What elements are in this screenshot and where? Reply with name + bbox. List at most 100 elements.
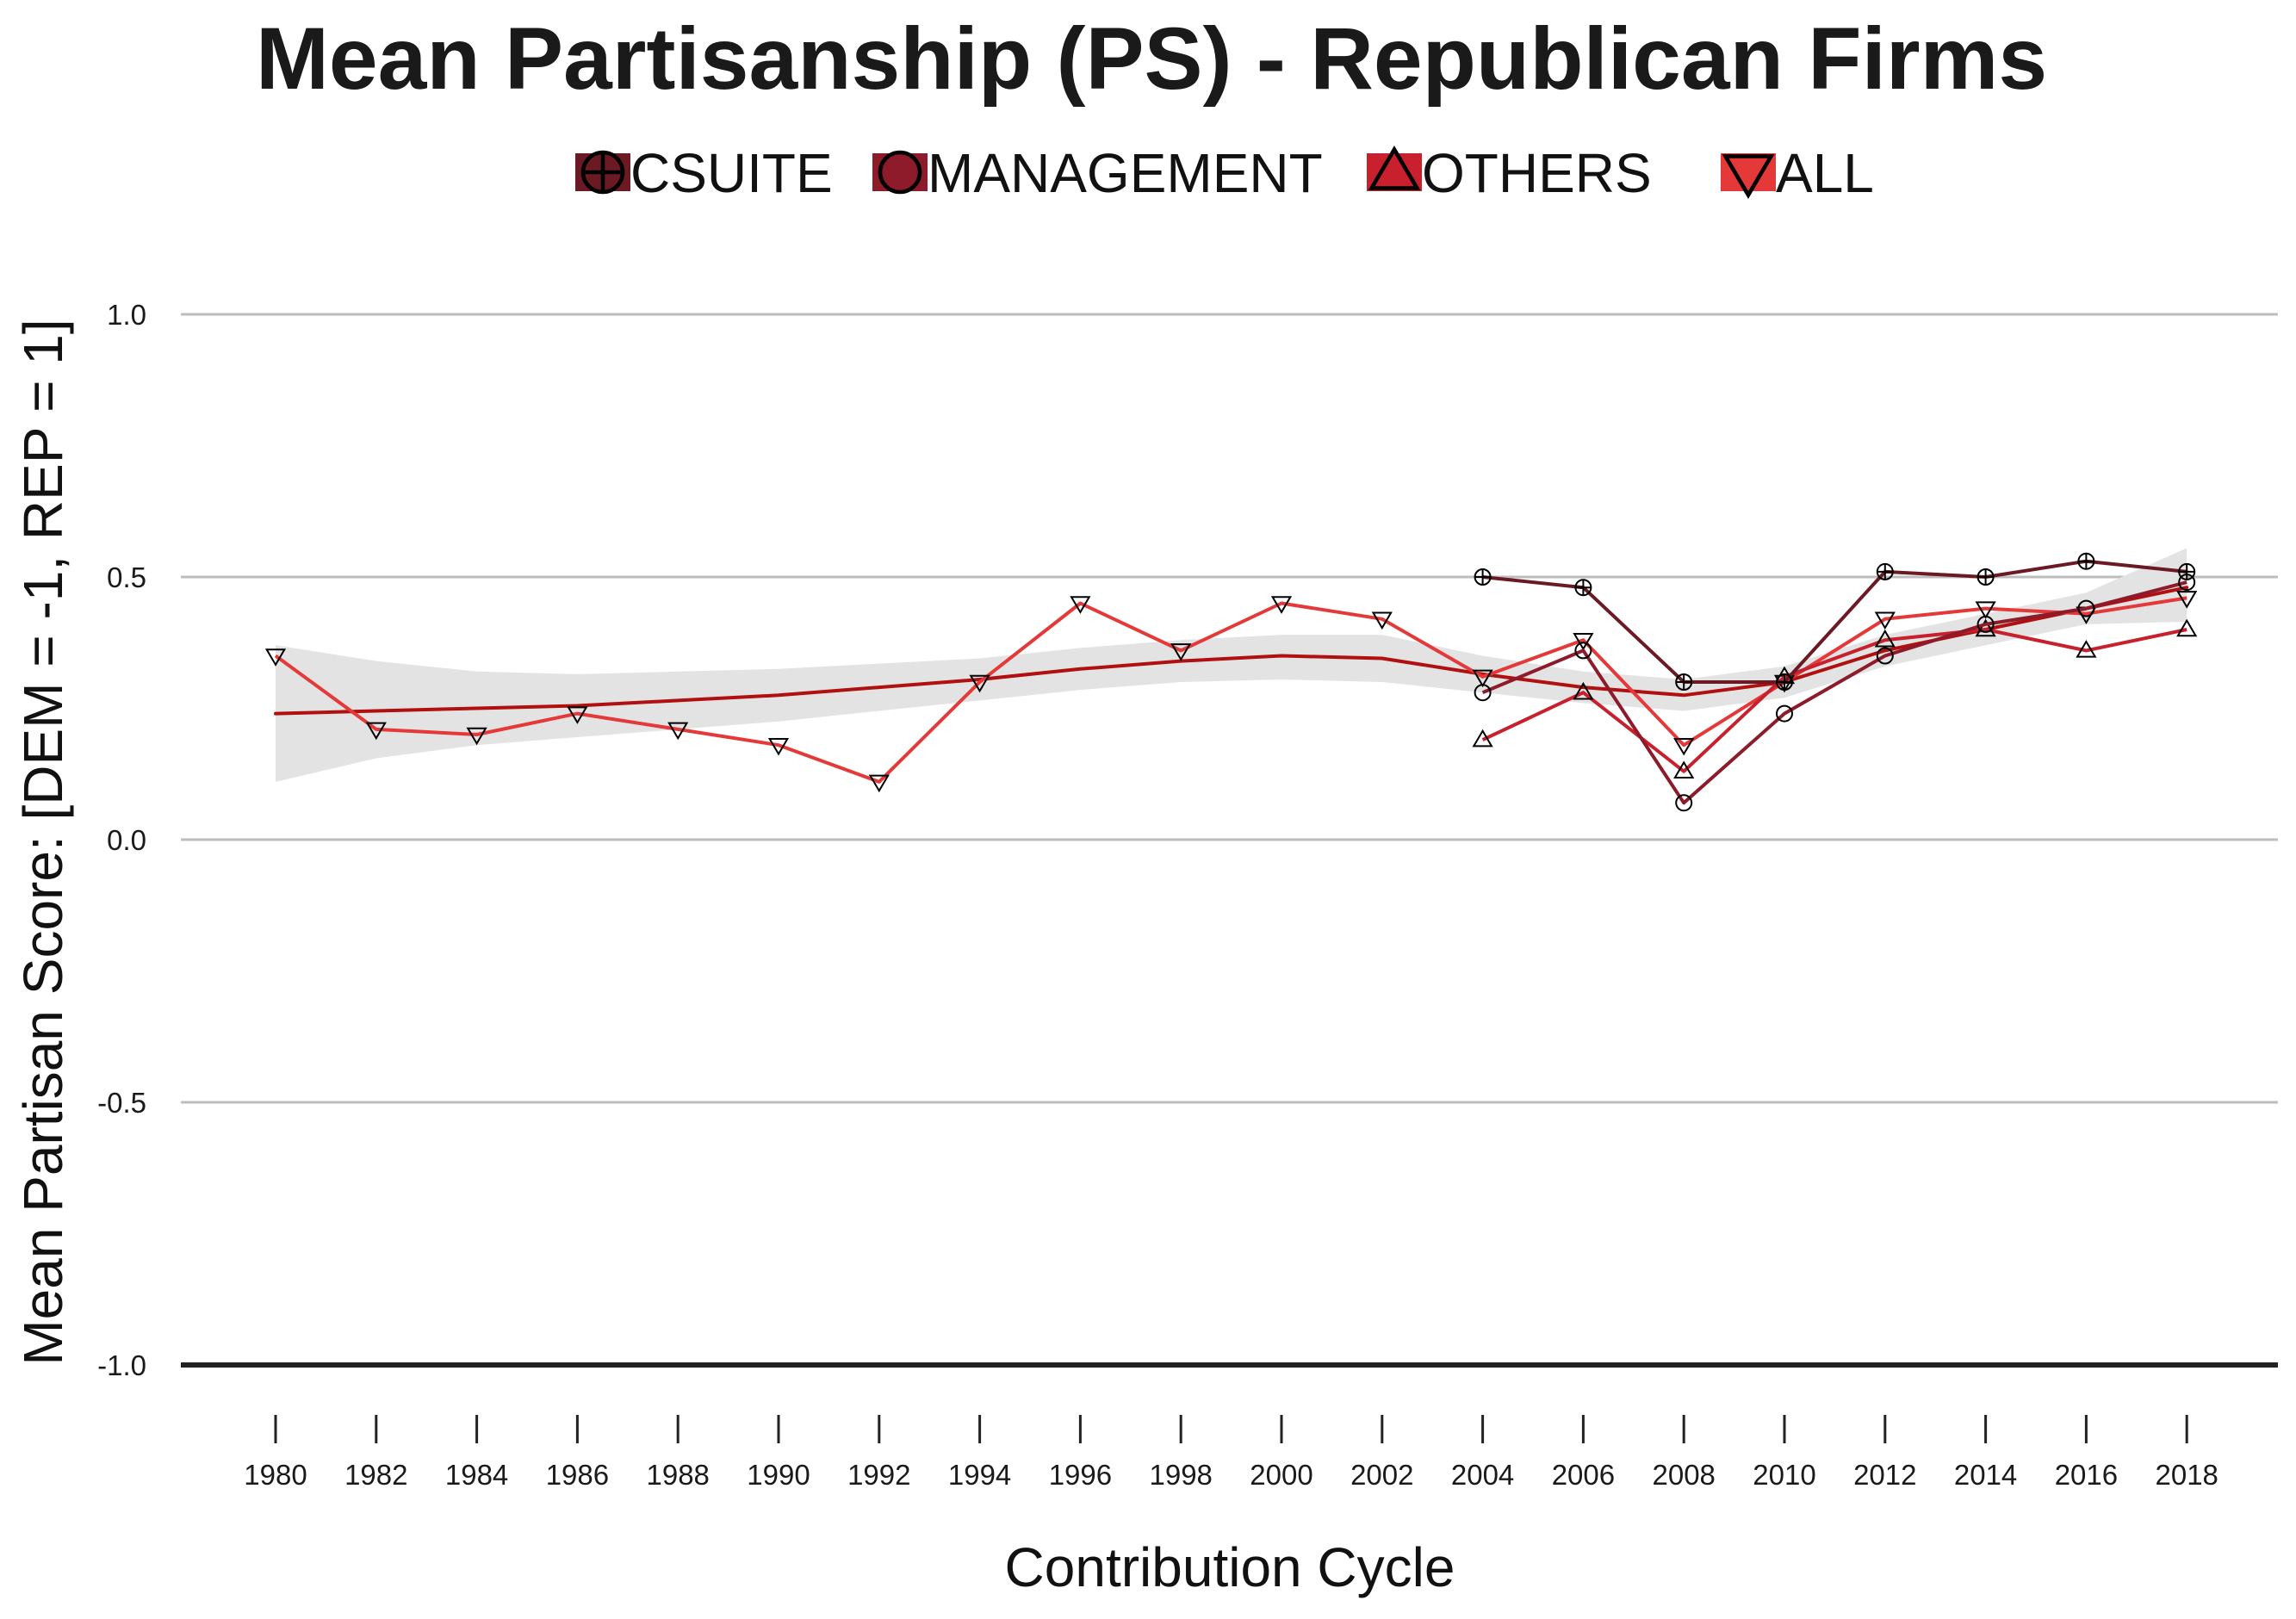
data-point-all bbox=[1070, 596, 1091, 614]
y-tick-label: 0.0 bbox=[107, 824, 146, 856]
data-point-csuite bbox=[1976, 568, 1995, 586]
data-point-others bbox=[2076, 640, 2097, 658]
data-point-all bbox=[667, 722, 689, 741]
data-point-all bbox=[1975, 601, 1996, 619]
x-tick-label: 1994 bbox=[948, 1459, 1011, 1491]
data-point-management bbox=[1776, 704, 1793, 723]
series-line-others bbox=[1481, 628, 2187, 773]
series-line-all bbox=[274, 596, 2187, 784]
x-tick-label: 2018 bbox=[2155, 1459, 2218, 1491]
x-tick-label: 2000 bbox=[1250, 1459, 1312, 1491]
y-tick-label: 1.0 bbox=[107, 299, 146, 331]
series-others bbox=[1472, 618, 2198, 778]
series-layer bbox=[264, 552, 2198, 812]
confidence-band-layer bbox=[276, 548, 2187, 782]
y-axis: -1.0 -0.5 0.0 0.5 1.0 bbox=[97, 299, 146, 1381]
x-axis-title: Contribution Cycle bbox=[1005, 1536, 1455, 1598]
y-tick-label: -0.5 bbox=[97, 1087, 146, 1119]
legend-label-management: MANAGEMENT bbox=[928, 142, 1323, 204]
x-tick-label: 2006 bbox=[1552, 1459, 1615, 1491]
data-point-all bbox=[567, 706, 588, 724]
x-tick-label: 1988 bbox=[646, 1459, 709, 1491]
data-point-management bbox=[1474, 684, 1492, 702]
x-tick-label: 1990 bbox=[747, 1459, 810, 1491]
data-point-all bbox=[868, 774, 890, 793]
data-point-all bbox=[365, 722, 387, 741]
data-point-csuite bbox=[1574, 579, 1592, 597]
legend-item-csuite: CSUITE bbox=[575, 142, 833, 204]
x-tick-label: 1982 bbox=[344, 1459, 407, 1491]
data-point-others bbox=[1673, 760, 1695, 778]
y-tick-label: -1.0 bbox=[97, 1349, 146, 1381]
legend-label-others: OTHERS bbox=[1422, 142, 1652, 204]
x-tick-label: 1986 bbox=[546, 1459, 609, 1491]
series-line-management bbox=[1481, 580, 2187, 805]
data-point-all bbox=[1673, 737, 1695, 756]
data-point-all bbox=[969, 674, 990, 693]
data-point-management bbox=[1876, 647, 1894, 665]
data-point-all bbox=[2176, 591, 2198, 609]
data-point-all bbox=[1270, 596, 1293, 614]
data-point-others bbox=[1472, 729, 1493, 747]
confidence-band bbox=[276, 548, 2187, 782]
x-tick-label: 2002 bbox=[1350, 1459, 1413, 1491]
legend-item-all: ALL bbox=[1721, 142, 1874, 204]
legend-marker-csuite bbox=[580, 150, 625, 195]
series-csuite bbox=[1474, 552, 2196, 691]
smooth-line-layer bbox=[274, 586, 2189, 716]
data-point-all bbox=[1874, 611, 1896, 630]
x-tick-label: 2012 bbox=[1853, 1459, 1916, 1491]
series-management bbox=[1474, 574, 2196, 812]
data-point-csuite bbox=[2178, 562, 2196, 580]
x-tick-label: 2010 bbox=[1753, 1459, 1815, 1491]
data-point-all bbox=[1170, 643, 1192, 661]
data-point-all bbox=[767, 737, 790, 756]
x-tick-label: 1992 bbox=[847, 1459, 910, 1491]
legend: CSUITE MANAGEMENT OTHERS ALL bbox=[575, 142, 1874, 204]
smooth-trend-line bbox=[274, 586, 2189, 716]
data-point-csuite bbox=[1776, 673, 1793, 691]
x-axis: 1980 1982 1984 1986 1988 1990 1992 1994 1996 1998… bbox=[244, 1415, 2218, 1491]
x-tick-label: 2016 bbox=[2055, 1459, 2118, 1491]
data-point-csuite bbox=[1876, 562, 1894, 580]
legend-swatch-others bbox=[1367, 153, 1422, 191]
data-point-management bbox=[2077, 599, 2095, 617]
data-point-csuite bbox=[2077, 552, 2095, 570]
x-tick-label: 1980 bbox=[244, 1459, 307, 1491]
data-point-csuite bbox=[1474, 568, 1492, 586]
x-tick-label: 1984 bbox=[445, 1459, 508, 1491]
x-tick-label: 2014 bbox=[1954, 1459, 2017, 1491]
legend-marker-others bbox=[1368, 146, 1421, 190]
chart-title: Mean Partisanship (PS) - Republican Firm… bbox=[256, 9, 2047, 108]
legend-item-others: OTHERS bbox=[1367, 142, 1652, 204]
legend-label-all: ALL bbox=[1776, 142, 1874, 204]
data-point-management bbox=[1675, 794, 1693, 812]
data-point-others bbox=[1975, 618, 1996, 637]
data-point-others bbox=[1874, 629, 1896, 648]
data-point-others bbox=[1573, 681, 1594, 700]
x-tick-label: 1998 bbox=[1149, 1459, 1212, 1491]
data-point-others bbox=[2176, 618, 2198, 637]
legend-swatch-all bbox=[1721, 153, 1776, 191]
x-tick-label: 2008 bbox=[1652, 1459, 1715, 1491]
legend-marker-management bbox=[878, 150, 922, 195]
y-tick-label: 0.5 bbox=[107, 561, 146, 593]
data-point-all bbox=[1472, 669, 1493, 688]
series-line-csuite bbox=[1482, 559, 2187, 684]
data-point-management bbox=[1976, 615, 1995, 633]
data-point-all bbox=[1371, 611, 1393, 630]
x-tick-label: 1996 bbox=[1049, 1459, 1112, 1491]
data-point-all bbox=[1573, 632, 1594, 651]
legend-marker-all bbox=[1722, 154, 1775, 199]
data-point-management bbox=[1574, 642, 1592, 660]
data-point-all bbox=[264, 648, 287, 667]
legend-label-csuite: CSUITE bbox=[630, 142, 833, 204]
grid bbox=[181, 313, 2278, 1368]
y-axis-title: Mean Partisan Score: [DEM = -1, REP = 1] bbox=[12, 319, 74, 1365]
data-point-csuite bbox=[1675, 673, 1693, 691]
x-tick-label: 2004 bbox=[1451, 1459, 1514, 1491]
legend-item-management: MANAGEMENT bbox=[872, 142, 1323, 204]
data-point-all bbox=[466, 727, 487, 746]
